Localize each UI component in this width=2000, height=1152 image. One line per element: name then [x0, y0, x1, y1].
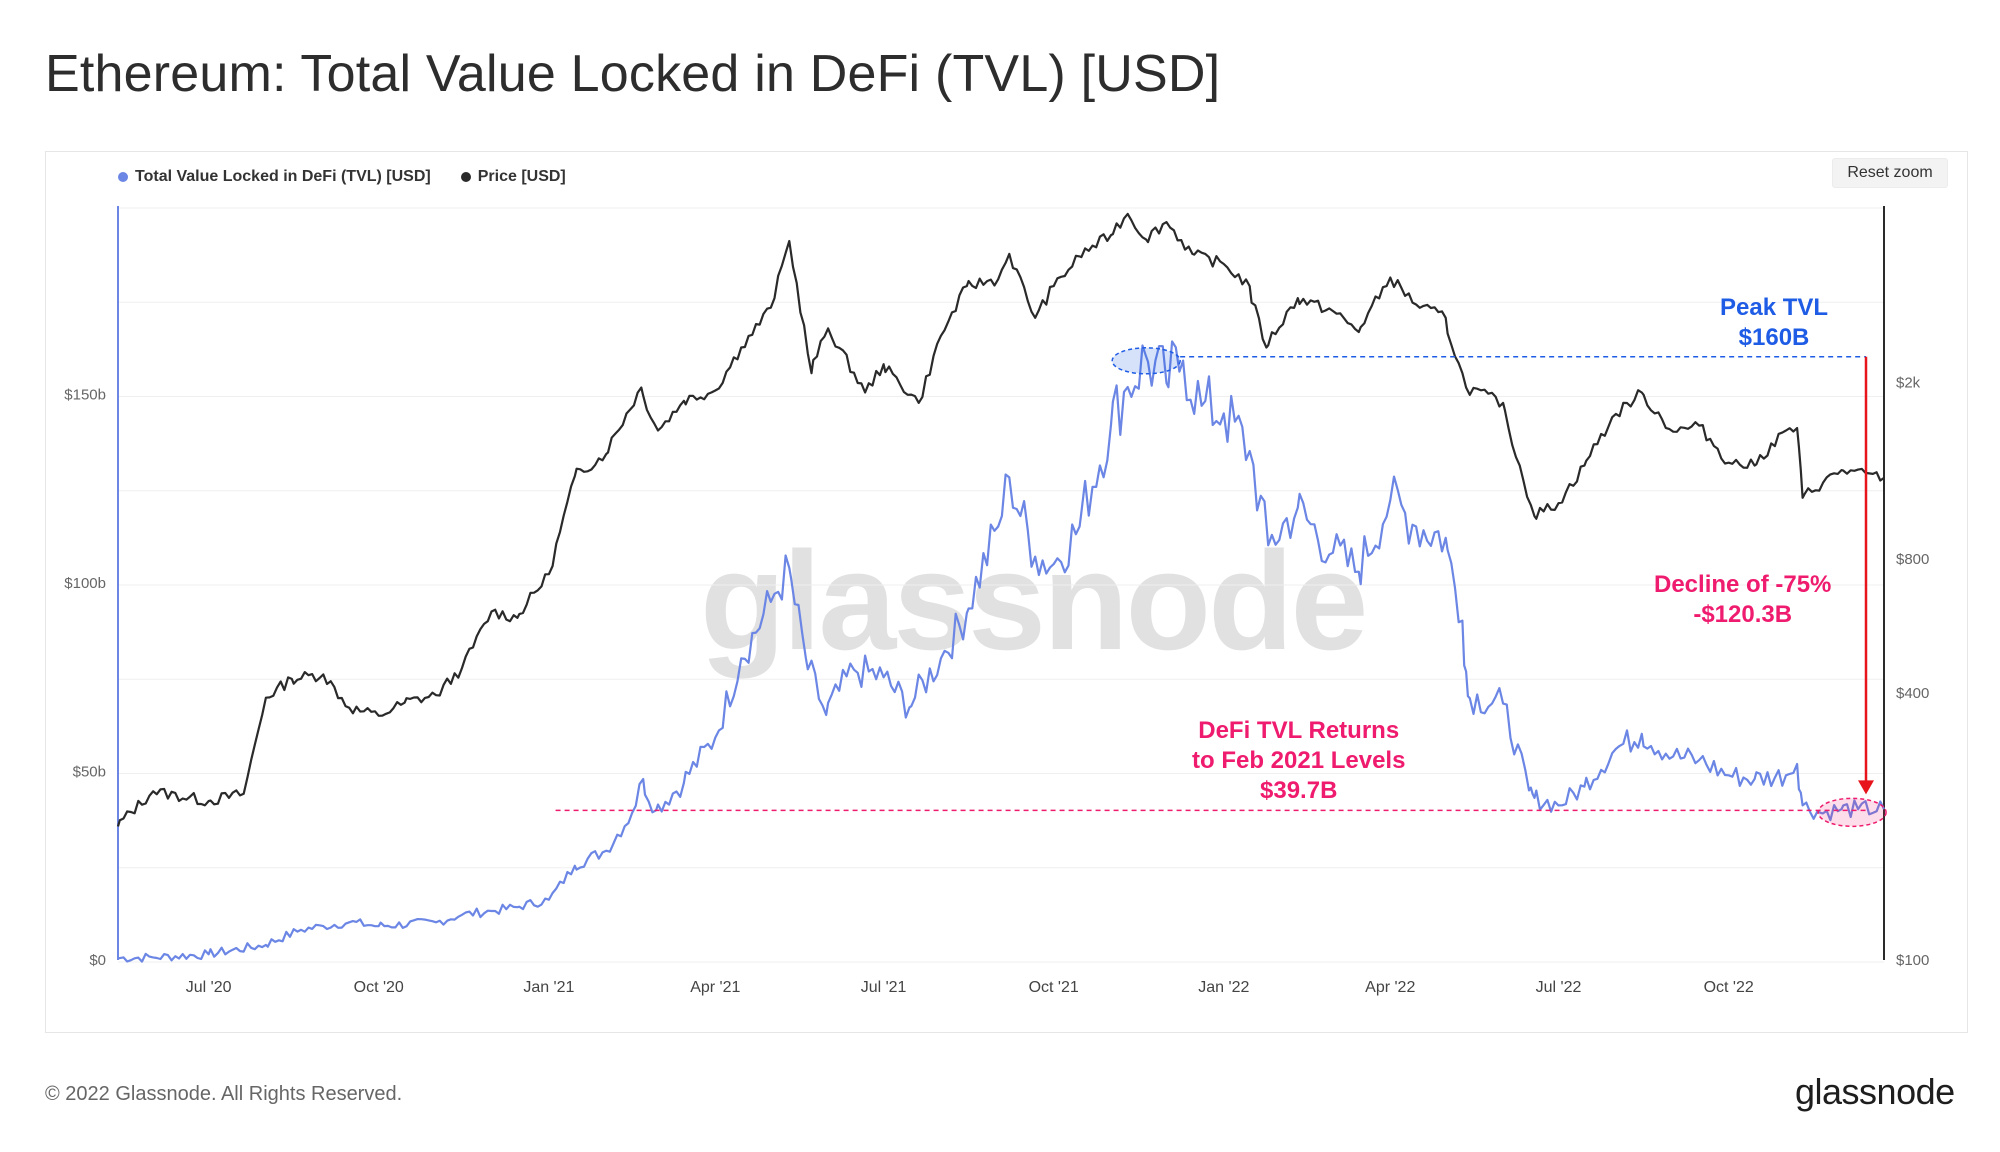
x-axis: Jul '20 Oct '20 Jan '21 Apr '21 Jul '21 Oct '… [186, 979, 1754, 996]
x-tick-label: Oct '20 [354, 979, 404, 996]
x-tick-label: Jul '21 [861, 979, 907, 996]
annotation-feb-line-3: $39.7B [1260, 777, 1338, 804]
annotation-peak-line-2: $160B [1738, 324, 1810, 351]
annotation-decline-line-1: Decline of -75% [1654, 571, 1832, 598]
annotation-feb-levels: DeFi TVL Returns to Feb 2021 Levels $39.… [1192, 716, 1405, 806]
legend-item-price[interactable]: Price [USD] [460, 168, 566, 186]
annotation-feb-line-2: to Feb 2021 Levels [1192, 747, 1406, 774]
glassnode-logo[interactable]: glassnode [1795, 1071, 1955, 1112]
annotation-shapes [555, 347, 1887, 828]
y-tick-right-label: $800 [1896, 551, 1929, 568]
legend-dot-price [460, 172, 471, 182]
page-title: Ethereum: Total Value Locked in DeFi (TV… [45, 45, 1221, 103]
y-tick-left-label: $150b [64, 387, 106, 404]
legend-item-tvl[interactable]: Total Value Locked in DeFi (TVL) [USD] [118, 168, 431, 186]
reset-zoom-button[interactable]: Reset zoom [1832, 158, 1948, 188]
y-axis-right: $100 $400 $800 $2k [1896, 375, 1929, 969]
y-tick-left-label: $100b [64, 575, 106, 592]
x-tick-label: Apr '22 [1365, 979, 1415, 996]
y-tick-left-label: $50b [73, 764, 106, 781]
x-tick-label: Jan '22 [1198, 979, 1249, 996]
x-tick-label: Jul '20 [186, 979, 232, 996]
legend-dot-tvl [118, 172, 128, 182]
y-tick-right-label: $100 [1896, 952, 1929, 969]
y-tick-right-label: $400 [1896, 685, 1929, 702]
x-tick-label: Oct '22 [1704, 979, 1754, 996]
copyright-text: © 2022 Glassnode. All Rights Reserved. [45, 1083, 403, 1105]
legend-label-tvl: Total Value Locked in DeFi (TVL) [USD] [135, 168, 431, 185]
chart-panel [45, 151, 1968, 1033]
grid-lines [117, 206, 1885, 963]
y-axis-left: $0 $50b $100b $150b [64, 387, 106, 970]
legend-label-price: Price [USD] [477, 168, 566, 185]
annotation-peak-line-1: Peak TVL [1720, 294, 1829, 321]
x-tick-label: Oct '21 [1029, 979, 1079, 996]
peak-highlight-ellipse [1111, 347, 1181, 375]
x-tick-label: Jan '21 [523, 979, 574, 996]
y-tick-right-label: $2k [1896, 375, 1921, 392]
annotation-decline: Decline of -75% -$120.3B [1654, 570, 1831, 630]
tvl-series-line [118, 340, 1885, 963]
x-tick-label: Jul '22 [1536, 979, 1582, 996]
low-highlight-ellipse [1817, 797, 1887, 828]
decline-arrow-head [1858, 780, 1874, 795]
annotation-peak-tvl: Peak TVL $160B [1720, 293, 1828, 353]
annotation-decline-line-2: -$120.3B [1693, 601, 1793, 628]
y-tick-left-label: $0 [89, 952, 106, 969]
x-tick-label: Apr '21 [690, 979, 740, 996]
series-lines [116, 212, 1885, 963]
annotation-feb-line-1: DeFi TVL Returns [1198, 717, 1400, 744]
price-series-line [116, 212, 1885, 827]
legend: Total Value Locked in DeFi (TVL) [USD] P… [118, 168, 566, 186]
